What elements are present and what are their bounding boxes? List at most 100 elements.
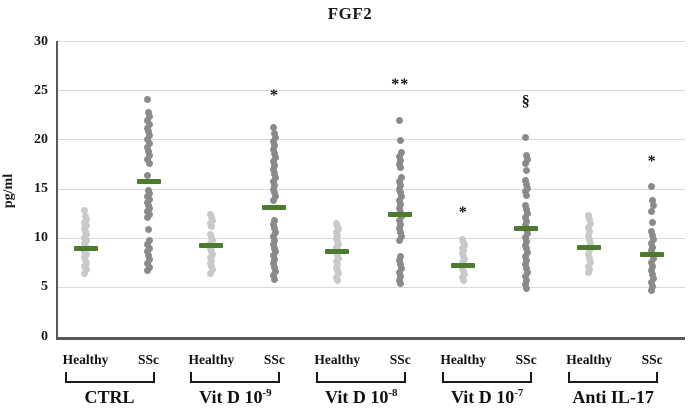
data-point xyxy=(269,146,277,154)
data-point xyxy=(270,157,278,165)
series-label-ssc: SSc xyxy=(515,352,537,367)
data-point xyxy=(271,236,279,244)
data-point xyxy=(143,248,151,256)
group-label: Vit D 10-7 xyxy=(422,388,552,407)
median-bar xyxy=(388,212,413,218)
data-point xyxy=(397,181,405,189)
data-point xyxy=(397,232,405,240)
data-point xyxy=(523,249,531,257)
significance-marker: ** xyxy=(391,75,410,93)
data-point xyxy=(397,265,405,273)
y-axis-line xyxy=(56,40,58,338)
data-point xyxy=(145,108,152,116)
data-point xyxy=(397,201,405,209)
chart-title: FGF2 xyxy=(327,4,373,23)
data-point xyxy=(522,233,530,241)
data-point xyxy=(269,185,277,193)
data-point xyxy=(143,144,151,152)
data-point xyxy=(144,260,152,268)
data-point xyxy=(523,229,531,237)
data-point xyxy=(269,123,277,131)
data-point xyxy=(523,210,531,218)
data-point xyxy=(586,227,594,235)
data-point xyxy=(271,161,279,169)
data-point xyxy=(649,263,657,271)
data-point xyxy=(397,273,405,281)
data-point xyxy=(521,280,529,288)
data-point xyxy=(523,192,531,200)
data-point xyxy=(397,173,405,181)
group-label-text: Vit D 10 xyxy=(199,387,263,407)
series-label-ssc: SSc xyxy=(263,352,285,367)
data-point xyxy=(522,245,530,253)
series-label-healthy: Healthy xyxy=(314,352,361,367)
data-point xyxy=(460,276,468,284)
data-point xyxy=(272,173,279,181)
group-bracket xyxy=(316,372,407,383)
y-tick-label: 30 xyxy=(34,33,48,49)
data-point xyxy=(522,265,530,273)
data-point xyxy=(397,193,405,201)
data-point xyxy=(522,206,530,214)
series-label-healthy: Healthy xyxy=(188,352,235,367)
data-point xyxy=(270,224,278,232)
data-point xyxy=(521,241,529,249)
data-point xyxy=(523,217,531,225)
group-label-text: Vit D 10 xyxy=(450,387,515,407)
data-point xyxy=(269,220,277,228)
data-point xyxy=(395,185,403,193)
data-point xyxy=(396,189,404,197)
data-point xyxy=(145,252,152,260)
data-point xyxy=(145,244,153,252)
significance-marker: * xyxy=(647,153,657,171)
data-point xyxy=(523,156,531,163)
data-point xyxy=(145,159,153,167)
data-point xyxy=(270,189,278,197)
data-point xyxy=(270,232,278,240)
data-point xyxy=(521,176,529,184)
data-point xyxy=(648,239,656,247)
data-point xyxy=(522,273,530,281)
data-point xyxy=(585,255,593,263)
group-bracket xyxy=(190,372,281,383)
data-point xyxy=(208,222,216,230)
data-point xyxy=(649,282,657,290)
data-point xyxy=(397,156,405,164)
data-point xyxy=(521,202,529,210)
y-tick-label: 5 xyxy=(41,279,48,295)
data-point xyxy=(649,235,657,243)
data-point xyxy=(272,193,279,201)
data-point xyxy=(272,248,279,256)
group-bracket xyxy=(64,372,155,383)
group-label: Anti IL-17 xyxy=(548,388,678,407)
group-label-exponent: -8 xyxy=(388,387,398,399)
data-point xyxy=(396,216,404,224)
data-point xyxy=(584,212,592,220)
group-label: Vit D 10-8 xyxy=(296,388,426,407)
data-point xyxy=(334,276,342,284)
y-tick-label: 20 xyxy=(34,131,48,147)
data-point xyxy=(396,261,404,269)
significance-marker: * xyxy=(269,86,279,104)
data-point xyxy=(269,260,277,268)
data-point xyxy=(649,218,657,226)
data-point xyxy=(144,136,152,144)
significance-marker: § xyxy=(521,93,531,111)
data-point xyxy=(80,270,88,278)
group-bracket xyxy=(568,372,659,383)
data-point xyxy=(145,140,153,148)
group-label-text: CTRL xyxy=(84,387,135,407)
data-point xyxy=(145,120,153,128)
data-point xyxy=(209,266,216,274)
gridline xyxy=(58,139,685,141)
series-label-healthy: Healthy xyxy=(566,352,612,367)
data-point xyxy=(270,244,278,252)
data-point xyxy=(272,228,279,236)
data-point xyxy=(647,227,655,235)
median-bar xyxy=(514,225,539,231)
group-label: Vit D 10-9 xyxy=(170,388,300,407)
y-tick-label: 15 xyxy=(34,181,48,196)
data-point xyxy=(143,171,151,179)
data-point xyxy=(146,132,154,140)
data-point xyxy=(648,259,656,267)
